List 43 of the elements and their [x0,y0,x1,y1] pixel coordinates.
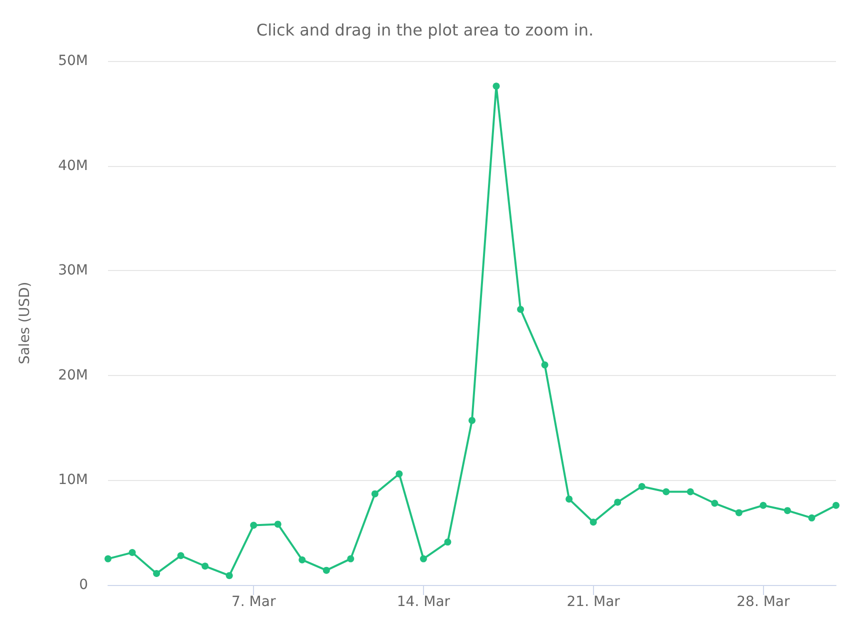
chart-subtitle: Click and drag in the plot area to zoom in. [256,20,594,40]
x-tick-label: 28. Mar [736,594,790,610]
point [662,488,670,496]
point [298,556,306,564]
point [566,496,573,503]
point [371,490,378,498]
point [177,552,184,560]
x-tick-label: 21. Mar [566,594,620,610]
y-tick-label: 50M [58,53,88,69]
y-tick-label: 10M [58,472,88,488]
point [420,555,427,562]
y-tick-label: 20M [58,367,88,384]
point [274,520,282,528]
point [226,572,233,580]
x-tick-label: 14. Mar [396,594,450,610]
point [784,507,791,514]
point [735,509,742,516]
point [104,555,112,562]
point [590,518,597,526]
point [347,555,354,562]
point [128,549,136,556]
point [153,570,160,577]
point [638,482,646,490]
point [468,416,476,424]
point [711,500,718,507]
point [492,82,500,90]
point [322,566,330,574]
y-tick-label: 40M [58,158,88,174]
point [517,306,524,313]
point [396,470,403,478]
point [250,522,258,529]
point [808,514,816,522]
point [832,502,840,509]
point [614,498,622,506]
point [444,538,452,546]
point [541,361,548,368]
x-tick-label: 7. Mar [231,594,276,610]
point [202,562,209,570]
point [686,488,694,496]
y-tick-label: 30M [58,262,88,279]
point [760,502,767,509]
y-tick-label: 0 [79,577,88,593]
y-axis-title: Sales (USD) [17,282,33,364]
